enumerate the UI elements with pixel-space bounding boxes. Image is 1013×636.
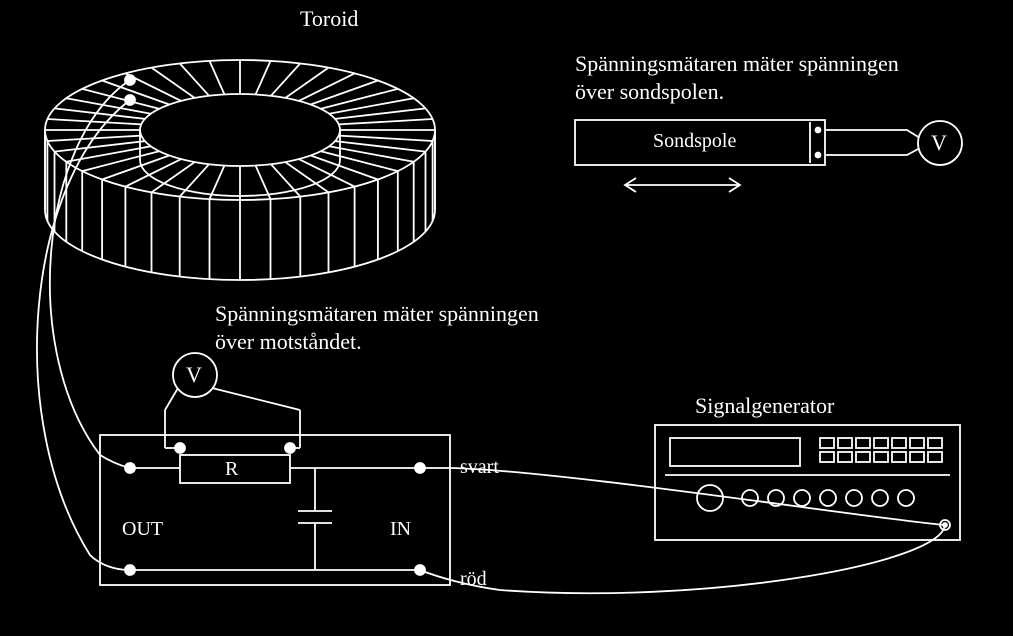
siggen-label: Signalgenerator — [695, 393, 834, 419]
signal-generator — [655, 425, 960, 540]
probe-meter-label: V — [931, 130, 947, 156]
in-label: IN — [390, 518, 411, 541]
probe-inner-label: Sondspole — [653, 130, 736, 153]
out-label: OUT — [122, 518, 163, 541]
toroid-shape — [45, 60, 435, 280]
circuit-box — [100, 353, 450, 585]
resistor-label: R — [225, 458, 238, 481]
circuit-caption: Spänningsmätaren mäter spänningen över m… — [215, 300, 539, 355]
probe-assembly — [575, 120, 962, 192]
diagram-canvas: Toroid Spänningsmätaren mäter spänningen… — [0, 0, 1013, 636]
rod-label: röd — [460, 568, 487, 591]
circuit-meter-label: V — [186, 362, 202, 388]
svart-label: svart — [460, 456, 499, 479]
probe-caption: Spänningsmätaren mäter spänningen över s… — [575, 50, 899, 105]
toroid-label: Toroid — [300, 6, 358, 32]
